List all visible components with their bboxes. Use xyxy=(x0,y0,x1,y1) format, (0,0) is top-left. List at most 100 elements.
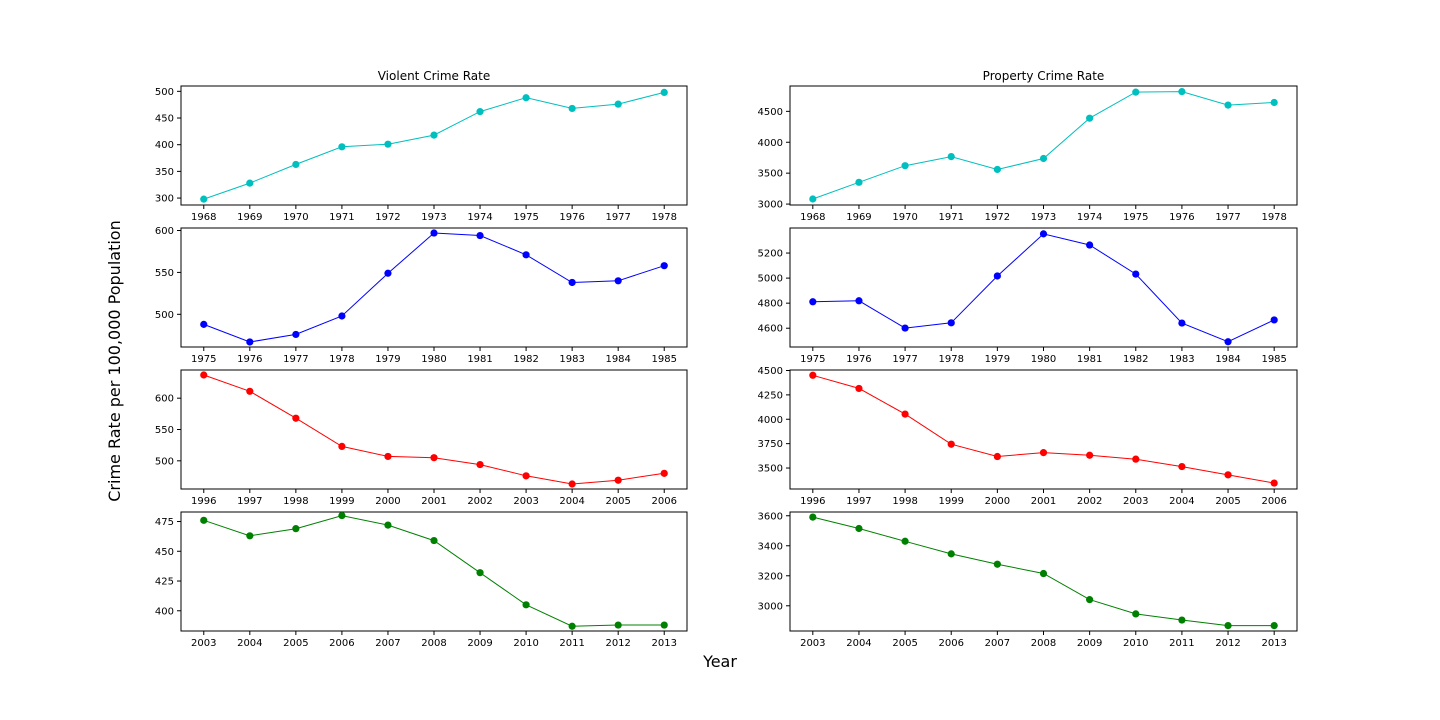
data-point xyxy=(1178,319,1186,327)
subplot-violent-4: 2003 2004 2005 2006 2007 2008 2009 2010 2011 2012… xyxy=(155,511,688,649)
y-tick-label: 3600 xyxy=(758,511,783,522)
x-tick-label: 1997 xyxy=(846,496,871,507)
data-point xyxy=(947,152,955,161)
y-tick-label: 450 xyxy=(155,547,174,558)
x-tick-label: 1971 xyxy=(329,212,354,223)
subplot-violent-1: Violent Crime Rate 1968 1969 1970 1971 1972 19… xyxy=(155,69,688,223)
x-tick-label: 1998 xyxy=(283,496,308,507)
data-point xyxy=(809,195,817,203)
data-point xyxy=(1132,455,1140,463)
data-point xyxy=(246,338,254,346)
data-point xyxy=(246,179,254,187)
data-point xyxy=(614,621,622,629)
data-point xyxy=(292,330,300,339)
data-point xyxy=(901,162,909,170)
data-point xyxy=(522,601,530,609)
data-point xyxy=(246,387,254,395)
x-tick-label: 2008 xyxy=(421,638,446,649)
data-point xyxy=(522,251,530,259)
x-tick-label: 1977 xyxy=(1215,212,1240,223)
x-tick-label: 2009 xyxy=(1077,638,1102,649)
x-tick-label: 1975 xyxy=(191,354,216,365)
data-point xyxy=(384,452,392,461)
data-point xyxy=(1270,316,1278,324)
y-tick-label: 5000 xyxy=(758,274,783,285)
data-point xyxy=(1086,114,1094,122)
x-tick-label: 1996 xyxy=(800,496,825,507)
x-tick-label: 1978 xyxy=(1261,212,1286,223)
x-tick-label: 1972 xyxy=(375,212,400,223)
data-point xyxy=(430,131,438,139)
data-point xyxy=(1039,569,1048,578)
x-tick-label: 2006 xyxy=(329,638,354,649)
data-point xyxy=(809,513,817,521)
x-tick-label: 1981 xyxy=(1077,354,1102,365)
data-point xyxy=(901,324,909,332)
data-point xyxy=(292,414,300,422)
data-point xyxy=(200,516,208,524)
data-point xyxy=(1132,88,1140,96)
x-tick-label: 1969 xyxy=(846,212,871,223)
data-point xyxy=(855,297,863,305)
y-tick-label: 475 xyxy=(155,517,174,528)
y-tick-label: 500 xyxy=(155,87,174,98)
x-tick-label: 2001 xyxy=(1031,496,1056,507)
data-point xyxy=(338,511,346,520)
x-tick-label: 1985 xyxy=(1261,354,1286,365)
x-tick-label: 1975 xyxy=(800,354,825,365)
data-point xyxy=(901,537,909,545)
figure-ylabel: Crime Rate per 100,000 Population xyxy=(105,220,124,501)
x-tick-label: 1974 xyxy=(467,212,492,223)
y-tick-label: 3500 xyxy=(758,464,783,475)
data-point xyxy=(246,532,254,540)
x-tick-label: 2007 xyxy=(375,638,400,649)
data-point xyxy=(660,88,668,97)
x-tick-label: 2001 xyxy=(421,496,446,507)
data-point xyxy=(901,410,909,418)
x-tick-label: 1970 xyxy=(892,212,917,223)
x-tick-label: 1978 xyxy=(329,354,354,365)
x-tick-label: 2005 xyxy=(892,638,917,649)
y-tick-label: 4000 xyxy=(758,415,783,426)
x-tick-label: 1977 xyxy=(605,212,630,223)
x-tick-label: 1974 xyxy=(1077,212,1102,223)
subplot-violent-3: 1996 1997 1998 1999 2000 2001 2002 2003 2004 2005… xyxy=(155,369,688,507)
x-tick-label: 2007 xyxy=(985,638,1010,649)
x-tick-label: 2005 xyxy=(1215,496,1240,507)
y-tick-label: 3000 xyxy=(758,601,783,612)
data-point xyxy=(200,320,208,328)
y-tick-label: 400 xyxy=(155,140,174,151)
y-tick-label: 4800 xyxy=(758,299,783,310)
data-point xyxy=(568,622,576,630)
x-tick-label: 1976 xyxy=(559,212,584,223)
data-point xyxy=(1039,154,1048,163)
x-tick-label: 2010 xyxy=(1123,638,1148,649)
x-tick-label: 2013 xyxy=(652,638,677,649)
y-tick-label: 4500 xyxy=(758,366,783,377)
data-point xyxy=(1270,98,1278,107)
x-tick-label: 1984 xyxy=(605,354,630,365)
data-point xyxy=(1039,230,1048,238)
data-point xyxy=(476,569,484,577)
x-tick-label: 2000 xyxy=(985,496,1010,507)
x-tick-label: 1980 xyxy=(1031,354,1056,365)
x-tick-label: 1979 xyxy=(985,354,1010,365)
data-point xyxy=(1086,451,1094,459)
data-point xyxy=(947,440,955,448)
x-tick-label: 2004 xyxy=(1169,496,1194,507)
data-point xyxy=(1178,88,1186,96)
x-tick-label: 2000 xyxy=(375,496,400,507)
x-tick-label: 1976 xyxy=(1169,212,1194,223)
x-tick-label: 2012 xyxy=(1215,638,1240,649)
x-tick-label: 2005 xyxy=(605,496,630,507)
data-point xyxy=(292,160,300,169)
x-tick-label: 1971 xyxy=(938,212,963,223)
data-point xyxy=(1086,241,1094,249)
x-tick-label: 2008 xyxy=(1031,638,1056,649)
x-tick-label: 2003 xyxy=(191,638,216,649)
x-tick-label: 1982 xyxy=(513,354,538,365)
data-point xyxy=(384,140,392,148)
x-tick-label: 2006 xyxy=(652,496,677,507)
data-point xyxy=(1178,462,1186,471)
data-point xyxy=(338,312,346,320)
